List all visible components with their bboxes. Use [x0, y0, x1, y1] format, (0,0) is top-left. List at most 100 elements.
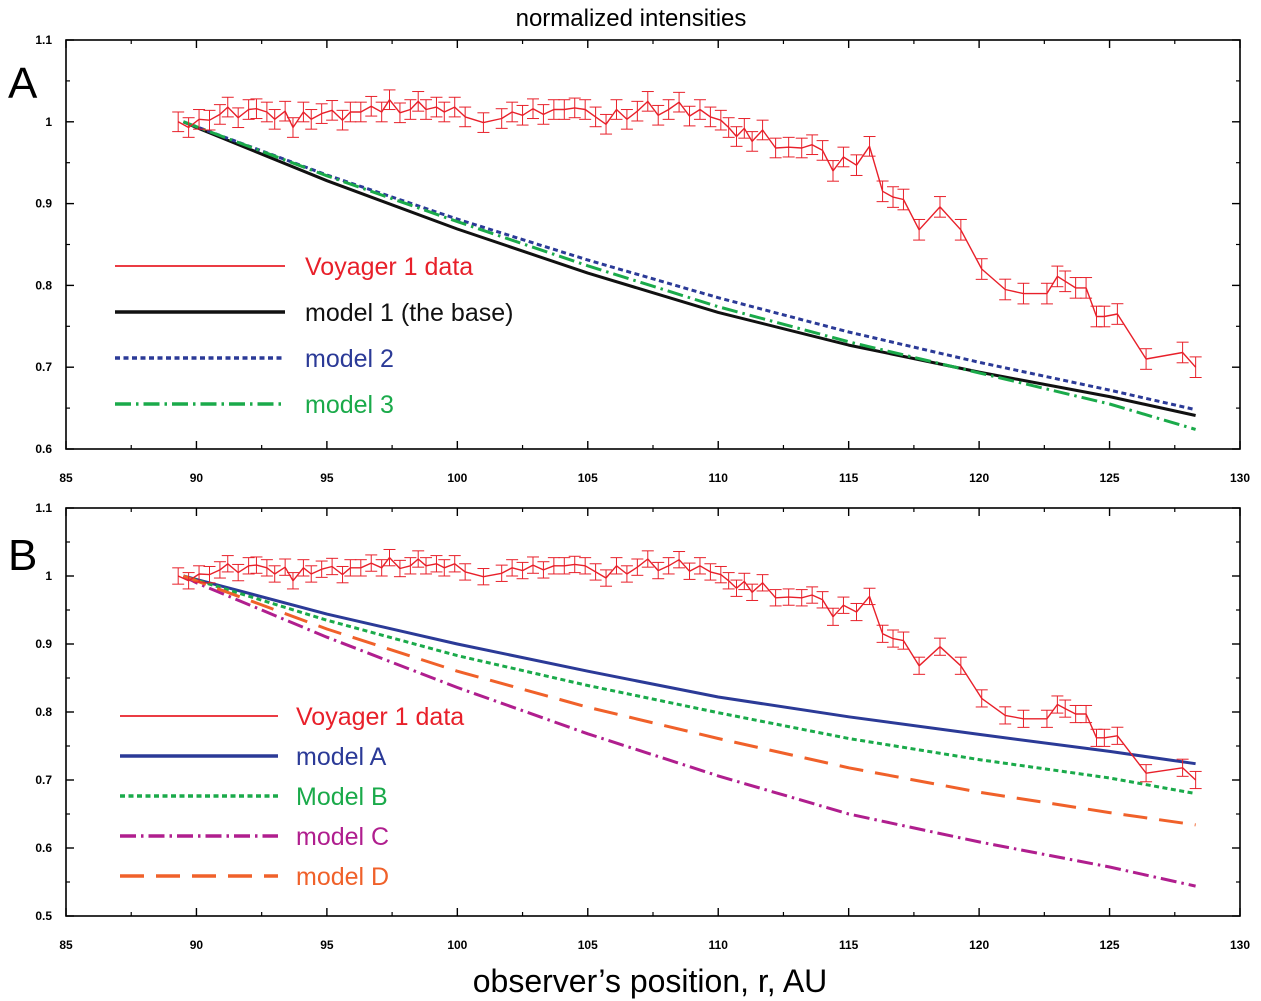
error-bar [1051, 695, 1064, 714]
x-tick-label: 85 [59, 938, 73, 952]
error-bar [344, 559, 357, 577]
error-bar [221, 96, 234, 118]
y-tick-label: 0.7 [35, 773, 52, 787]
error-bar [897, 188, 910, 211]
error-bar [242, 99, 255, 120]
error-bar [315, 103, 328, 124]
x-tick-label: 130 [1230, 471, 1250, 485]
error-bar [782, 136, 795, 158]
plot-frame [65, 507, 1241, 917]
x-tick-label: 105 [578, 938, 598, 952]
x-tick-label: 110 [709, 938, 729, 952]
error-bar [1176, 758, 1189, 777]
error-bar [641, 550, 654, 568]
error-bar [268, 565, 281, 583]
y-tick-label: 0.9 [35, 637, 52, 651]
error-bar [506, 559, 519, 577]
error-bar [305, 565, 318, 583]
error-bar [662, 557, 675, 575]
error-bar [182, 572, 195, 590]
y-tick-label: 0.8 [35, 278, 52, 292]
error-bar [568, 97, 581, 119]
x-tick-label: 90 [190, 471, 204, 485]
x-tick-label: 125 [1100, 938, 1120, 952]
error-bar [232, 107, 245, 129]
error-bar [975, 689, 988, 708]
error-bar [620, 109, 633, 130]
panel-label: B [8, 531, 37, 580]
error-bar [172, 111, 185, 133]
y-tick-label: 1 [45, 569, 52, 583]
error-bar [365, 554, 378, 572]
error-bar [714, 565, 727, 584]
y-tick-label: 1.1 [35, 33, 52, 47]
error-bar [558, 557, 571, 575]
error-bar [477, 112, 490, 133]
error-bar [286, 117, 299, 138]
error-bar [430, 96, 443, 118]
error-bar [221, 555, 234, 573]
error-bar [673, 551, 686, 569]
error-bar [448, 96, 461, 118]
legend-label: Model B [296, 783, 388, 811]
x-tick-label: 130 [1230, 938, 1250, 952]
error-bar [547, 99, 560, 120]
error-bar [1080, 704, 1093, 724]
error-bar [652, 104, 665, 126]
error-bar [1051, 265, 1064, 288]
error-bar [375, 101, 388, 123]
error-bar [954, 656, 967, 675]
error-bar [738, 118, 751, 139]
error-bar [1189, 356, 1202, 379]
error-bar [568, 555, 581, 574]
error-bar [477, 568, 490, 586]
error-bar [806, 134, 819, 156]
error-bar [756, 119, 769, 141]
error-bar [756, 574, 769, 592]
x-tick-label: 120 [969, 938, 989, 952]
error-bar [1176, 341, 1189, 364]
error-bar [383, 548, 396, 567]
x-tick-label: 95 [320, 471, 334, 485]
legend-label: Voyager 1 data [305, 253, 473, 281]
error-bar [459, 106, 472, 128]
error-bar [203, 565, 216, 584]
legend-label: model 2 [305, 345, 394, 373]
error-bar [326, 100, 339, 121]
error-bar [430, 555, 443, 573]
error-bar [1017, 709, 1030, 728]
x-axis-title: observer’s position, r, AU [473, 963, 828, 999]
error-bar [526, 98, 539, 120]
error-bar [933, 196, 946, 218]
error-bar [933, 637, 946, 656]
series-line-model-3 [182, 120, 1197, 431]
error-bar [1098, 305, 1111, 328]
error-bar [887, 629, 900, 648]
error-bar [746, 583, 759, 601]
y-tick-label: 0.6 [35, 841, 52, 855]
error-bar [683, 562, 696, 580]
error-bar [213, 561, 226, 579]
error-bar [722, 572, 735, 590]
error-bar [1189, 770, 1202, 790]
y-tick-label: 0.5 [35, 909, 52, 923]
error-bar [913, 218, 926, 241]
error-bar [172, 567, 185, 585]
error-bar [887, 186, 900, 208]
error-bar [286, 572, 299, 590]
error-bar [863, 136, 876, 157]
error-bar [722, 117, 735, 138]
error-bar [730, 579, 743, 597]
panel-b: 85 90 95 100 105 110 115 120 125 130 0.5 0.6 0.7 0.8 0… [8, 501, 1250, 952]
error-bar [260, 101, 273, 123]
error-bar [730, 126, 743, 147]
error-bar [193, 109, 206, 130]
error-bar [816, 591, 829, 609]
y-tick-label: 1.1 [35, 501, 52, 515]
legend-label: model 1 (the base) [305, 299, 513, 327]
error-bar [297, 559, 310, 577]
error-bar [495, 108, 508, 129]
error-bar [631, 100, 644, 122]
error-bar [537, 561, 550, 579]
